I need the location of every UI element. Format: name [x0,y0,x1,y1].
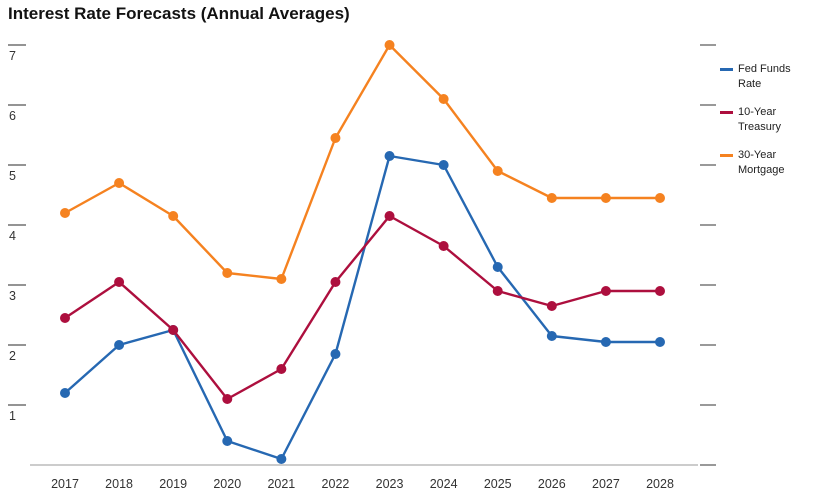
x-tick-label-2028: 2028 [646,477,674,491]
point-10-year-treasury-2020 [222,394,233,404]
y-tick-label-6: 6 [9,109,16,123]
series-line-fed-funds-rate [63,154,662,461]
point-30-year-mortgage-2025 [492,166,503,176]
point-fed-funds-rate-2023 [384,151,395,161]
x-tick-label-2026: 2026 [538,477,566,491]
point-fed-funds-rate-2024 [438,160,449,170]
x-tick-label-2019: 2019 [159,477,187,491]
point-10-year-treasury-2028 [655,286,665,296]
y-tick-label-4: 4 [9,229,16,243]
point-10-year-treasury-2027 [600,286,611,296]
point-fed-funds-rate-2025 [492,262,503,272]
point-fed-funds-rate-2028 [655,337,665,347]
point-10-year-treasury-2021 [276,364,287,374]
point-fed-funds-rate-2022 [330,349,341,359]
point-30-year-mortgage-2024 [438,94,449,104]
legend-swatch-10-year-treasury [720,111,733,114]
legend-item-30-year-mortgage: 30-Year Mortgage [720,148,814,178]
legend-label-30-year-mortgage: 30-Year Mortgage [738,149,785,176]
point-10-year-treasury-2025 [492,286,503,296]
legend-item-fed-funds-rate: Fed Funds Rate [720,62,814,92]
x-tick-label-2024: 2024 [430,477,458,491]
point-fed-funds-rate-2026 [546,331,557,341]
chart-legend: Fed Funds Rate 10-Year Treasury 30-Year Mo… [720,62,814,191]
legend-swatch-fed-funds-rate [720,68,733,71]
point-fed-funds-rate-2020 [222,436,233,446]
point-30-year-mortgage-2028 [655,193,665,203]
x-tick-label-2020: 2020 [213,477,241,491]
point-30-year-mortgage-2023 [384,40,395,50]
point-30-year-mortgage-2022 [330,133,341,143]
point-30-year-mortgage-2026 [546,193,557,203]
legend-label-fed-funds-rate: Fed Funds Rate [738,63,791,90]
point-fed-funds-rate-2021 [276,454,287,464]
chart-title: Interest Rate Forecasts (Annual Averages… [8,4,350,23]
point-10-year-treasury-2018 [114,277,125,287]
point-10-year-treasury-2026 [546,301,557,311]
x-tick-label-2021: 2021 [267,477,295,491]
point-30-year-mortgage-2018 [114,178,125,188]
y-tick-label-7: 7 [9,49,16,63]
x-tick-label-2017: 2017 [51,477,79,491]
x-tick-label-2023: 2023 [376,477,404,491]
point-30-year-mortgage-2017 [60,208,70,218]
point-fed-funds-rate-2017 [60,388,70,398]
y-tick-label-3: 3 [9,289,16,303]
x-tick-label-2027: 2027 [592,477,620,491]
point-30-year-mortgage-2019 [168,211,179,221]
point-10-year-treasury-2024 [438,241,449,251]
point-fed-funds-rate-2018 [114,340,125,350]
point-30-year-mortgage-2027 [600,193,611,203]
point-30-year-mortgage-2020 [222,268,233,278]
point-10-year-treasury-2023 [384,211,395,221]
legend-item-10-year-treasury: 10-Year Treasury [720,105,814,135]
x-tick-label-2018: 2018 [105,477,133,491]
legend-label-10-year-treasury: 10-Year Treasury [738,106,781,133]
point-10-year-treasury-2019 [168,325,179,335]
series-line-30-year-mortgage [63,43,662,281]
point-fed-funds-rate-2027 [600,337,611,347]
y-tick-label-5: 5 [9,169,16,183]
line-chart: 1 2 3 4 5 6 7 2017 2018 2019 2020 2021 2022 2023 2024 2… [8,40,716,491]
y-tick-label-1: 1 [9,409,16,423]
x-tick-label-2022: 2022 [322,477,350,491]
legend-swatch-30-year-mortgage [720,154,733,157]
point-10-year-treasury-2022 [330,277,341,287]
y-tick-label-2: 2 [9,349,16,363]
x-tick-label-2025: 2025 [484,477,512,491]
series-line-10-year-treasury [63,214,662,401]
point-30-year-mortgage-2021 [276,274,287,284]
point-10-year-treasury-2017 [60,313,70,323]
